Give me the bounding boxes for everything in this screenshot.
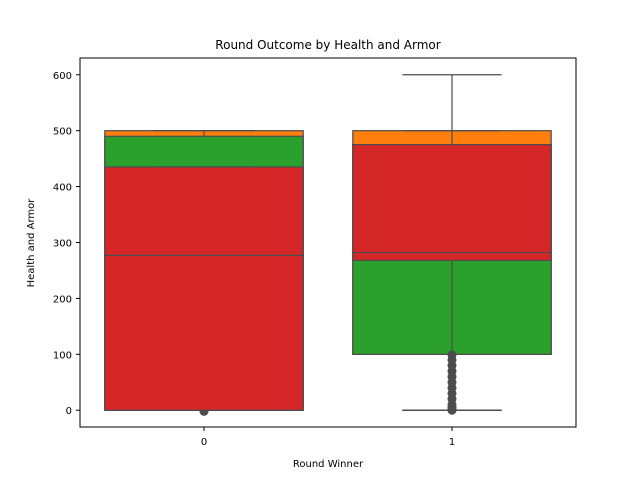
box-group bbox=[104, 74, 552, 416]
y-tick-label: 600 bbox=[53, 71, 72, 82]
box-body bbox=[104, 166, 304, 411]
y-tick-label: 200 bbox=[53, 294, 72, 305]
x-tick-label: 0 bbox=[201, 437, 207, 448]
box-body bbox=[352, 144, 552, 261]
y-tick-label: 0 bbox=[66, 406, 72, 417]
y-tick-label: 400 bbox=[53, 183, 72, 194]
x-tick-label: 1 bbox=[449, 437, 455, 448]
y-tick-label: 500 bbox=[53, 127, 72, 138]
y-axis-label: Health and Armor bbox=[26, 198, 37, 288]
chart-title: Round Outcome by Health and Armor bbox=[215, 38, 440, 52]
y-axis: 0 100 200 300 400 500 600 bbox=[53, 71, 80, 417]
y-tick-label: 100 bbox=[53, 350, 72, 361]
x-axis-label: Round Winner bbox=[293, 459, 364, 470]
y-tick-label: 300 bbox=[53, 239, 72, 250]
